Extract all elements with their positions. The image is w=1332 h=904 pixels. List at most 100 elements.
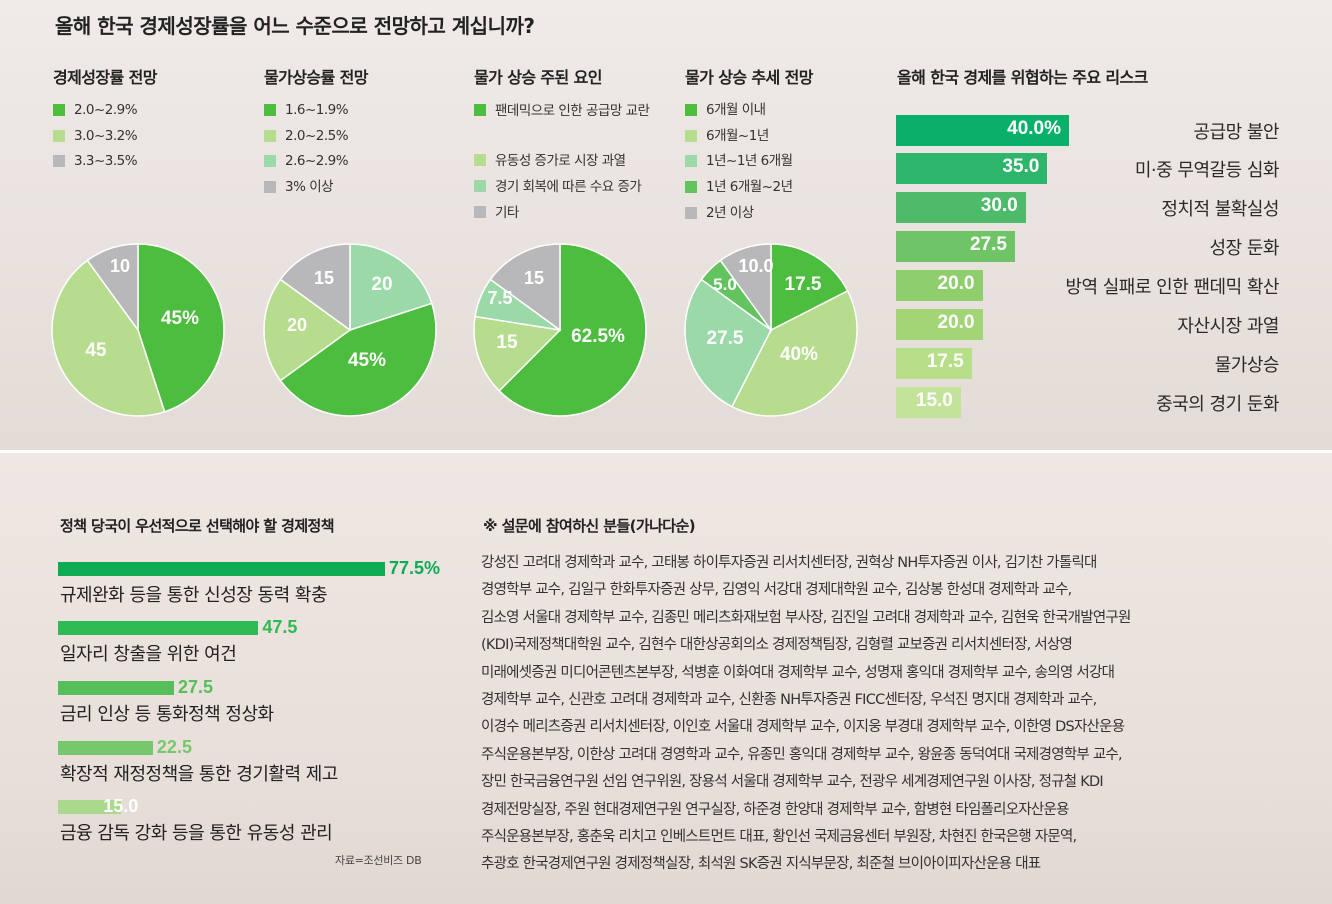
legend-label: 2.0~2.9% — [74, 102, 138, 118]
pie-slice — [684, 278, 772, 408]
policy-category-label: 확장적 재정정책을 통한 경기활력 제고 — [60, 764, 338, 785]
pie-slice-label: 15 — [524, 268, 544, 288]
legend-label: 기타 — [495, 205, 519, 221]
risk-bar-value: 20.0 — [937, 273, 975, 294]
policy-bar — [58, 562, 385, 576]
respondent-line: 김소영 서울대 경제학부 교수, 김종민 메리츠화재보험 부사장, 김진일 고려… — [481, 609, 1131, 626]
pie-slice — [86, 243, 139, 333]
pie-slice-label: 17.5 — [785, 274, 822, 295]
pie-slice-label: 45% — [161, 308, 199, 329]
legend-swatch — [474, 206, 486, 218]
pie-chart-title: 물가 상승 추세 전망 — [685, 68, 813, 87]
pie-slice — [51, 259, 166, 417]
policy-bar — [58, 681, 175, 695]
pie-chart-growth-forecast: 경제성장률 전망 2.0~2.9% 3.0~3.2% 3.3~3.5% — [53, 64, 157, 169]
pie-slice — [263, 278, 352, 382]
risk-bar-value: 17.5 — [926, 351, 964, 372]
legend-label: 3% 이상 — [285, 179, 334, 195]
panel-divider — [0, 450, 1332, 453]
legend-swatch — [53, 104, 65, 116]
pie-slice-label: 27.5 — [707, 328, 744, 349]
policy-bar-value: 47.5 — [262, 617, 298, 637]
policy-category-label: 금리 인상 등 통화정책 정상화 — [60, 704, 274, 725]
main-title: 올해 한국 경제성장률을 어느 수준으로 전망하고 계십니까? — [55, 14, 535, 38]
risk-bar-value: 15.0 — [915, 390, 953, 411]
risk-category-label: 정치적 불확실성 — [1161, 199, 1279, 220]
pie-slice-label: 45 — [85, 340, 107, 361]
legend-swatch — [474, 104, 486, 116]
legend-label: 1년 6개월~2년 — [706, 179, 793, 195]
legend-swatch — [264, 130, 276, 142]
legend-label: 3.0~3.2% — [74, 128, 138, 144]
pie-slice-label: 20 — [287, 315, 307, 335]
legend-swatch — [685, 207, 697, 219]
legend-label: 1년~1년 6개월 — [706, 153, 793, 169]
risk-bar: 15.0 — [896, 387, 961, 418]
legend-swatch — [264, 181, 276, 193]
legend-swatch — [685, 155, 697, 167]
pie-chart-title: 물가 상승 주된 요인 — [474, 68, 602, 87]
pie-slice — [770, 243, 849, 332]
legend-swatch — [264, 155, 276, 167]
pie-slice-label: 10 — [110, 256, 130, 276]
legend-label: 유동성 증가로 시장 과열 — [495, 153, 626, 169]
legend-swatch — [53, 155, 65, 167]
policy-bar — [58, 800, 122, 814]
pie-slice — [279, 302, 437, 417]
risk-bar: 30.0 — [896, 192, 1026, 223]
policy-bar-value: 22.5 — [156, 737, 192, 757]
respondent-line: 강성진 고려대 경제학과 교수, 고태봉 하이투자증권 리서치센터장, 권혁상 … — [481, 555, 1097, 571]
risk-bar: 27.5 — [896, 231, 1015, 262]
risk-bar: 20.0 — [896, 270, 983, 301]
legend-label: 3.3~3.5% — [74, 153, 138, 169]
respondents-title: ※ 설문에 참여하신 분들(가나다순) — [483, 517, 696, 535]
risk-category-label: 물가상승 — [1214, 355, 1280, 376]
pie-slice — [719, 243, 772, 333]
pie-slice — [279, 243, 351, 332]
pie-slice-label: 5.0 — [713, 275, 737, 294]
respondent-line: 경제전망실장, 주원 현대경제연구원 연구실장, 하준경 한양대 경제학부 교수… — [481, 801, 1069, 818]
respondent-line: 주식운용본부장, 이한상 고려대 경영학과 교수, 유종민 홍익대 경제학부 교… — [481, 746, 1123, 763]
legend-label: 6개월 이내 — [706, 102, 766, 118]
policy-category-label: 일자리 창출을 위한 여건 — [60, 644, 237, 665]
legend-label: 6개월~1년 — [706, 128, 769, 144]
risk-category-label: 미·중 무역갈등 심화 — [1134, 160, 1280, 181]
respondent-line: (KDI)국제정책대학원 교수, 김현수 대한상공회의소 경제정책팀장, 김형렬… — [481, 637, 1073, 654]
legend-label: 경기 회복에 따른 수요 증가 — [495, 179, 642, 195]
respondent-line: 추광호 한국경제연구원 경제정책실장, 최석원 SK증권 지식부문장, 최준철 … — [481, 856, 1041, 873]
pie-chart-title: 물가상승률 전망 — [264, 68, 368, 87]
pie-slice — [349, 243, 433, 332]
legend-label: 1.6~1.9% — [285, 102, 349, 118]
respondent-line: 미래에셋증권 미디어콘텐츠본부장, 석병훈 이화여대 경제학부 교수, 성명재 … — [481, 664, 1115, 681]
policy-category-label: 금융 감독 강화 등을 통한 유동성 관리 — [60, 823, 333, 844]
pie-slice — [730, 289, 858, 417]
pie-slice-label: 20 — [371, 274, 392, 295]
legend-label: 팬데믹으로 인한 공급망 교란 — [495, 103, 650, 119]
pie-slice — [473, 315, 562, 392]
pie-chart-inflation-forecast: 물가상승률 전망 1.6~1.9% 2.0~2.5% 2.6~2.9% 3% 이상 — [264, 64, 368, 195]
pie-slice-label: 40% — [780, 344, 818, 365]
risk-bar-value: 40.0% — [1007, 118, 1061, 139]
top-panel-background — [0, 0, 1332, 452]
legend-swatch — [685, 181, 697, 193]
respondent-line: 이경수 메리츠증권 리서치센터장, 이인호 서울대 경제학부 교수, 이지웅 부… — [481, 719, 1125, 736]
pie-slice-label: 10.0 — [738, 256, 773, 276]
pie-slice-label: 45% — [348, 350, 386, 371]
risk-bar: 35.0 — [896, 153, 1048, 184]
risk-bar-value: 20.0 — [937, 312, 975, 333]
pie-slice — [489, 243, 561, 332]
policy-bar-value: 15.0 — [103, 796, 139, 816]
risk-bar-value: 27.5 — [969, 234, 1007, 255]
legend-label: 2.0~2.5% — [285, 128, 349, 144]
source-note: 자료=조선비즈 DB — [335, 854, 422, 867]
risk-bar-value: 30.0 — [980, 195, 1018, 216]
risk-bar: 20.0 — [896, 309, 983, 340]
respondents-list: 강성진 고려대 경제학과 교수, 고태봉 하이투자증권 리서치센터장, 권혁상 … — [481, 550, 1131, 879]
respondent-line: 주식운용본부장, 홍춘욱 리치고 인베스트먼트 대표, 황인선 국제금융센터 부… — [481, 828, 1077, 845]
pie-slice — [137, 243, 225, 413]
legend-swatch — [264, 104, 276, 116]
legend-swatch — [685, 104, 697, 116]
risk-category-label: 방역 실패로 인한 팬데믹 확산 — [1065, 277, 1279, 298]
pie-chart-title: 경제성장률 전망 — [53, 68, 157, 87]
